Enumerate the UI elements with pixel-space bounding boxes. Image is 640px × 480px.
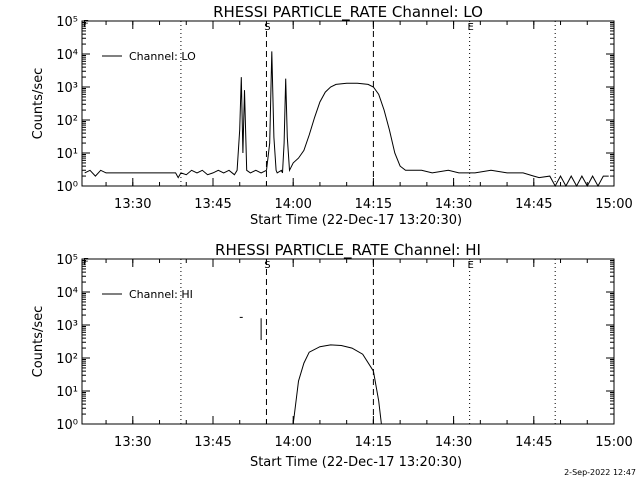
x-tick-label: 13:30 xyxy=(114,435,151,450)
y-tick-label: 10¹ xyxy=(56,385,78,400)
y-tick-label: 10⁴ xyxy=(56,48,78,63)
y-tick-label: 10⁵ xyxy=(56,253,78,268)
flag-label-left: F xyxy=(83,19,89,30)
x-tick-label: 14:00 xyxy=(274,197,311,212)
y-axis-label: Counts/sec xyxy=(31,306,46,378)
x-tick-label: 13:30 xyxy=(114,197,151,212)
panel-lo: RHESSI PARTICLE_RATE Channel: LO 13:30 13:… xyxy=(31,3,633,228)
flag-label-left: F xyxy=(83,257,89,268)
x-tick-label: 14:15 xyxy=(355,197,392,212)
plot-frame xyxy=(81,20,615,187)
x-tick-label: 15:00 xyxy=(595,435,632,450)
y-tick-label: 10⁴ xyxy=(56,286,78,301)
x-tick-label: 14:45 xyxy=(515,435,552,450)
x-tick-label: 14:00 xyxy=(274,435,311,450)
legend-label: Channel: LO xyxy=(129,50,196,63)
x-tick-label: 14:30 xyxy=(435,435,472,450)
x-tick-label: 13:45 xyxy=(194,435,231,450)
x-tick-label: 14:15 xyxy=(355,435,392,450)
x-axis-label: Start Time (22-Dec-17 13:20:30) xyxy=(250,455,462,470)
x-tick-label: 15:00 xyxy=(595,197,632,212)
event-marker-label: S xyxy=(264,22,270,33)
chart-title: RHESSI PARTICLE_RATE Channel: LO xyxy=(213,3,483,22)
event-marker-label: E xyxy=(467,260,473,271)
panel-hi: RHESSI PARTICLE_RATE Channel: HI 13:30 13:… xyxy=(31,241,633,470)
y-tick-label: 10⁰ xyxy=(56,180,78,195)
plot-frame xyxy=(81,258,615,425)
event-marker-label: E xyxy=(467,22,473,33)
chart-title: RHESSI PARTICLE_RATE Channel: HI xyxy=(215,241,481,260)
x-tick-label: 14:30 xyxy=(435,197,472,212)
footer-timestamp: 2-Sep-2022 12:47 xyxy=(564,468,636,477)
event-marker-label: S xyxy=(264,260,270,271)
series-line xyxy=(84,51,609,188)
y-tick-label: 10⁵ xyxy=(56,15,78,30)
y-tick-label: 10⁰ xyxy=(56,418,78,433)
x-tick-label: 14:45 xyxy=(515,197,552,212)
y-tick-label: 10¹ xyxy=(56,147,78,162)
x-axis-label: Start Time (22-Dec-17 13:20:30) xyxy=(250,213,462,228)
y-tick-label: 10³ xyxy=(56,81,78,96)
y-tick-label: 10² xyxy=(56,114,78,129)
x-tick-label: 13:45 xyxy=(194,197,231,212)
legend-label: Channel: HI xyxy=(129,288,193,301)
y-tick-label: 10³ xyxy=(56,319,78,334)
series-line xyxy=(292,344,382,425)
y-tick-label: 10² xyxy=(56,352,78,367)
y-axis-label: Counts/sec xyxy=(31,68,46,140)
